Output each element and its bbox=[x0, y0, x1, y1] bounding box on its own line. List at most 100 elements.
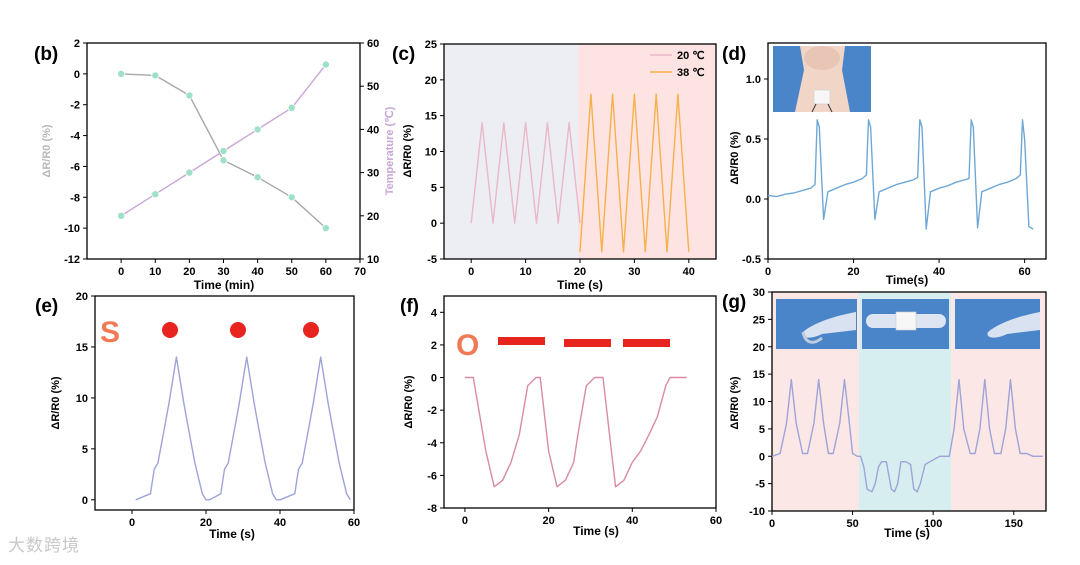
y-axis-label-d: ΔR/R0 (%) bbox=[729, 131, 741, 184]
x-tick-label-b: 30 bbox=[217, 266, 229, 278]
data-point-b-2 bbox=[151, 190, 160, 199]
y-tick-label-d: -0.5 bbox=[742, 254, 761, 266]
dash-2 bbox=[564, 339, 611, 347]
data-point-b-2 bbox=[287, 103, 296, 112]
panel-g: (g) Time (s) ΔR/R0 (%) 0 50 100 15030252015… bbox=[722, 287, 1047, 540]
panel-label-e: (e) bbox=[35, 296, 58, 317]
y-axis-label-f: ΔR/R0 (%) bbox=[403, 375, 415, 428]
x-axis-label-e: Time (s) bbox=[209, 527, 255, 541]
series-line-d-1 bbox=[767, 119, 1034, 230]
x-tick-label-f: 40 bbox=[626, 515, 638, 527]
data-point-b-2 bbox=[117, 211, 126, 220]
y-tick-label-d: 0.5 bbox=[746, 134, 761, 146]
finger-photo-bent-1 bbox=[776, 299, 857, 349]
y2-tick-label-b: 20 bbox=[367, 211, 379, 223]
data-point-b-2 bbox=[185, 168, 194, 177]
series-line-e-1 bbox=[135, 356, 351, 501]
panel-label-b: (b) bbox=[34, 44, 58, 65]
y-tick-label-d: 0.0 bbox=[746, 194, 761, 206]
y-tick-label-c: 5 bbox=[431, 182, 437, 194]
x-tick-label-g: 50 bbox=[846, 518, 858, 530]
data-point-b-2 bbox=[219, 146, 228, 155]
panel-label-c: (c) bbox=[392, 44, 415, 65]
x-axis-label-f: Time (s) bbox=[573, 524, 619, 538]
x-axis-label-c: Time (s) bbox=[557, 278, 603, 292]
data-point-b-1 bbox=[287, 193, 296, 202]
y-tick-label-b: -12 bbox=[64, 254, 80, 266]
data-point-b-1 bbox=[321, 224, 330, 233]
series-line-g-1 bbox=[771, 378, 1043, 493]
y-tick-label-d: 1.0 bbox=[746, 74, 761, 86]
y-tick-label-g: 15 bbox=[753, 369, 765, 381]
watermark: 大数跨境 bbox=[8, 536, 80, 556]
data-point-b-1 bbox=[151, 71, 160, 80]
y-axis-label-b: ΔR/R0 (%) bbox=[41, 124, 53, 177]
y-tick-label-b: -2 bbox=[70, 100, 80, 112]
x-tick-label-e: 60 bbox=[348, 517, 360, 529]
y-tick-label-e: 0 bbox=[82, 495, 88, 507]
series-line-c-1 bbox=[470, 122, 581, 224]
y-tick-label-c: -5 bbox=[427, 254, 437, 266]
x-tick-label-b: 0 bbox=[118, 266, 124, 278]
x-tick-label-d: 0 bbox=[765, 266, 771, 278]
dot-3 bbox=[303, 322, 319, 338]
y-axis-label-e: ΔR/R0 (%) bbox=[50, 376, 62, 429]
y-tick-label-f: 2 bbox=[431, 340, 437, 352]
y-tick-label-e: 20 bbox=[76, 291, 88, 303]
y-tick-label-c: 10 bbox=[425, 147, 437, 159]
y-tick-label-b: -4 bbox=[70, 131, 81, 143]
y-tick-label-c: 15 bbox=[425, 111, 437, 123]
y2-axis-label-b: Temperature (℃) bbox=[384, 106, 396, 195]
plot-frame-d bbox=[767, 42, 1047, 260]
y-tick-label-g: 0 bbox=[759, 451, 765, 463]
data-point-b-2 bbox=[321, 60, 330, 69]
legend-c: 20 ℃ 38 ℃ bbox=[650, 50, 705, 79]
y2-tick-label-b: 40 bbox=[367, 124, 379, 136]
legend-label-38c: 38 ℃ bbox=[677, 67, 705, 79]
y-tick-label-g: -5 bbox=[755, 479, 765, 491]
series-line-c-2 bbox=[579, 93, 690, 253]
y2-tick-label-b: 30 bbox=[367, 168, 379, 180]
y2-tick-label-b: 50 bbox=[367, 81, 379, 93]
panel-label-f: (f) bbox=[400, 296, 419, 317]
y-tick-label-f: 4 bbox=[431, 307, 438, 319]
x-tick-label-b: 10 bbox=[149, 266, 161, 278]
x-tick-label-b: 40 bbox=[252, 266, 264, 278]
y-tick-label-b: -8 bbox=[70, 192, 80, 204]
letter-o: O bbox=[456, 329, 479, 362]
y-tick-label-b: 2 bbox=[74, 38, 80, 50]
panel-b: (b) Time (min) ΔR/R0 (%) Temperature (℃)… bbox=[34, 38, 396, 292]
panel-f: (f) Time (s) ΔR/R0 (%) O 0 20 40 60420-2-4-… bbox=[400, 295, 722, 538]
x-tick-label-d: 60 bbox=[1018, 266, 1030, 278]
y-tick-label-g: 30 bbox=[753, 287, 765, 299]
y-tick-label-f: -4 bbox=[427, 438, 438, 450]
series-d bbox=[767, 119, 1034, 230]
y-tick-label-e: 10 bbox=[76, 393, 88, 405]
legend-label-20c: 20 ℃ bbox=[677, 50, 705, 62]
x-tick-label-f: 0 bbox=[462, 515, 468, 527]
x-tick-label-b: 50 bbox=[286, 266, 298, 278]
plot-frame-e bbox=[94, 295, 355, 511]
x-tick-label-b: 60 bbox=[320, 266, 332, 278]
y-axis-label-c: ΔR/R0 (%) bbox=[402, 124, 414, 177]
series-f bbox=[464, 376, 687, 488]
y-tick-label-e: 5 bbox=[82, 444, 88, 456]
data-point-b-1 bbox=[219, 156, 228, 165]
series-g bbox=[771, 378, 1043, 493]
x-tick-label-e: 40 bbox=[274, 517, 286, 529]
x-axis-label-g: Time (s) bbox=[884, 526, 930, 540]
x-tick-label-g: 150 bbox=[1005, 518, 1023, 530]
y-tick-label-f: -2 bbox=[427, 405, 437, 417]
panel-label-g: (g) bbox=[722, 292, 746, 313]
series-line-f-1 bbox=[464, 376, 687, 488]
x-axis-label-d: Time(s) bbox=[886, 273, 928, 287]
x-tick-label-c: 0 bbox=[468, 266, 474, 278]
series-c bbox=[470, 93, 690, 253]
panel-d: (d) Time(s) ΔR/R0 (%) 0 20 40 60 1.0 0.5 0.0 -0… bbox=[722, 42, 1047, 287]
ticks-c: 0 10 20 30 40 25 20 15 10 5 0 -5 bbox=[425, 39, 695, 278]
y2-tick-label-b: 60 bbox=[367, 38, 379, 50]
finger-photo-straight bbox=[862, 299, 949, 349]
neck-photo bbox=[773, 46, 871, 113]
